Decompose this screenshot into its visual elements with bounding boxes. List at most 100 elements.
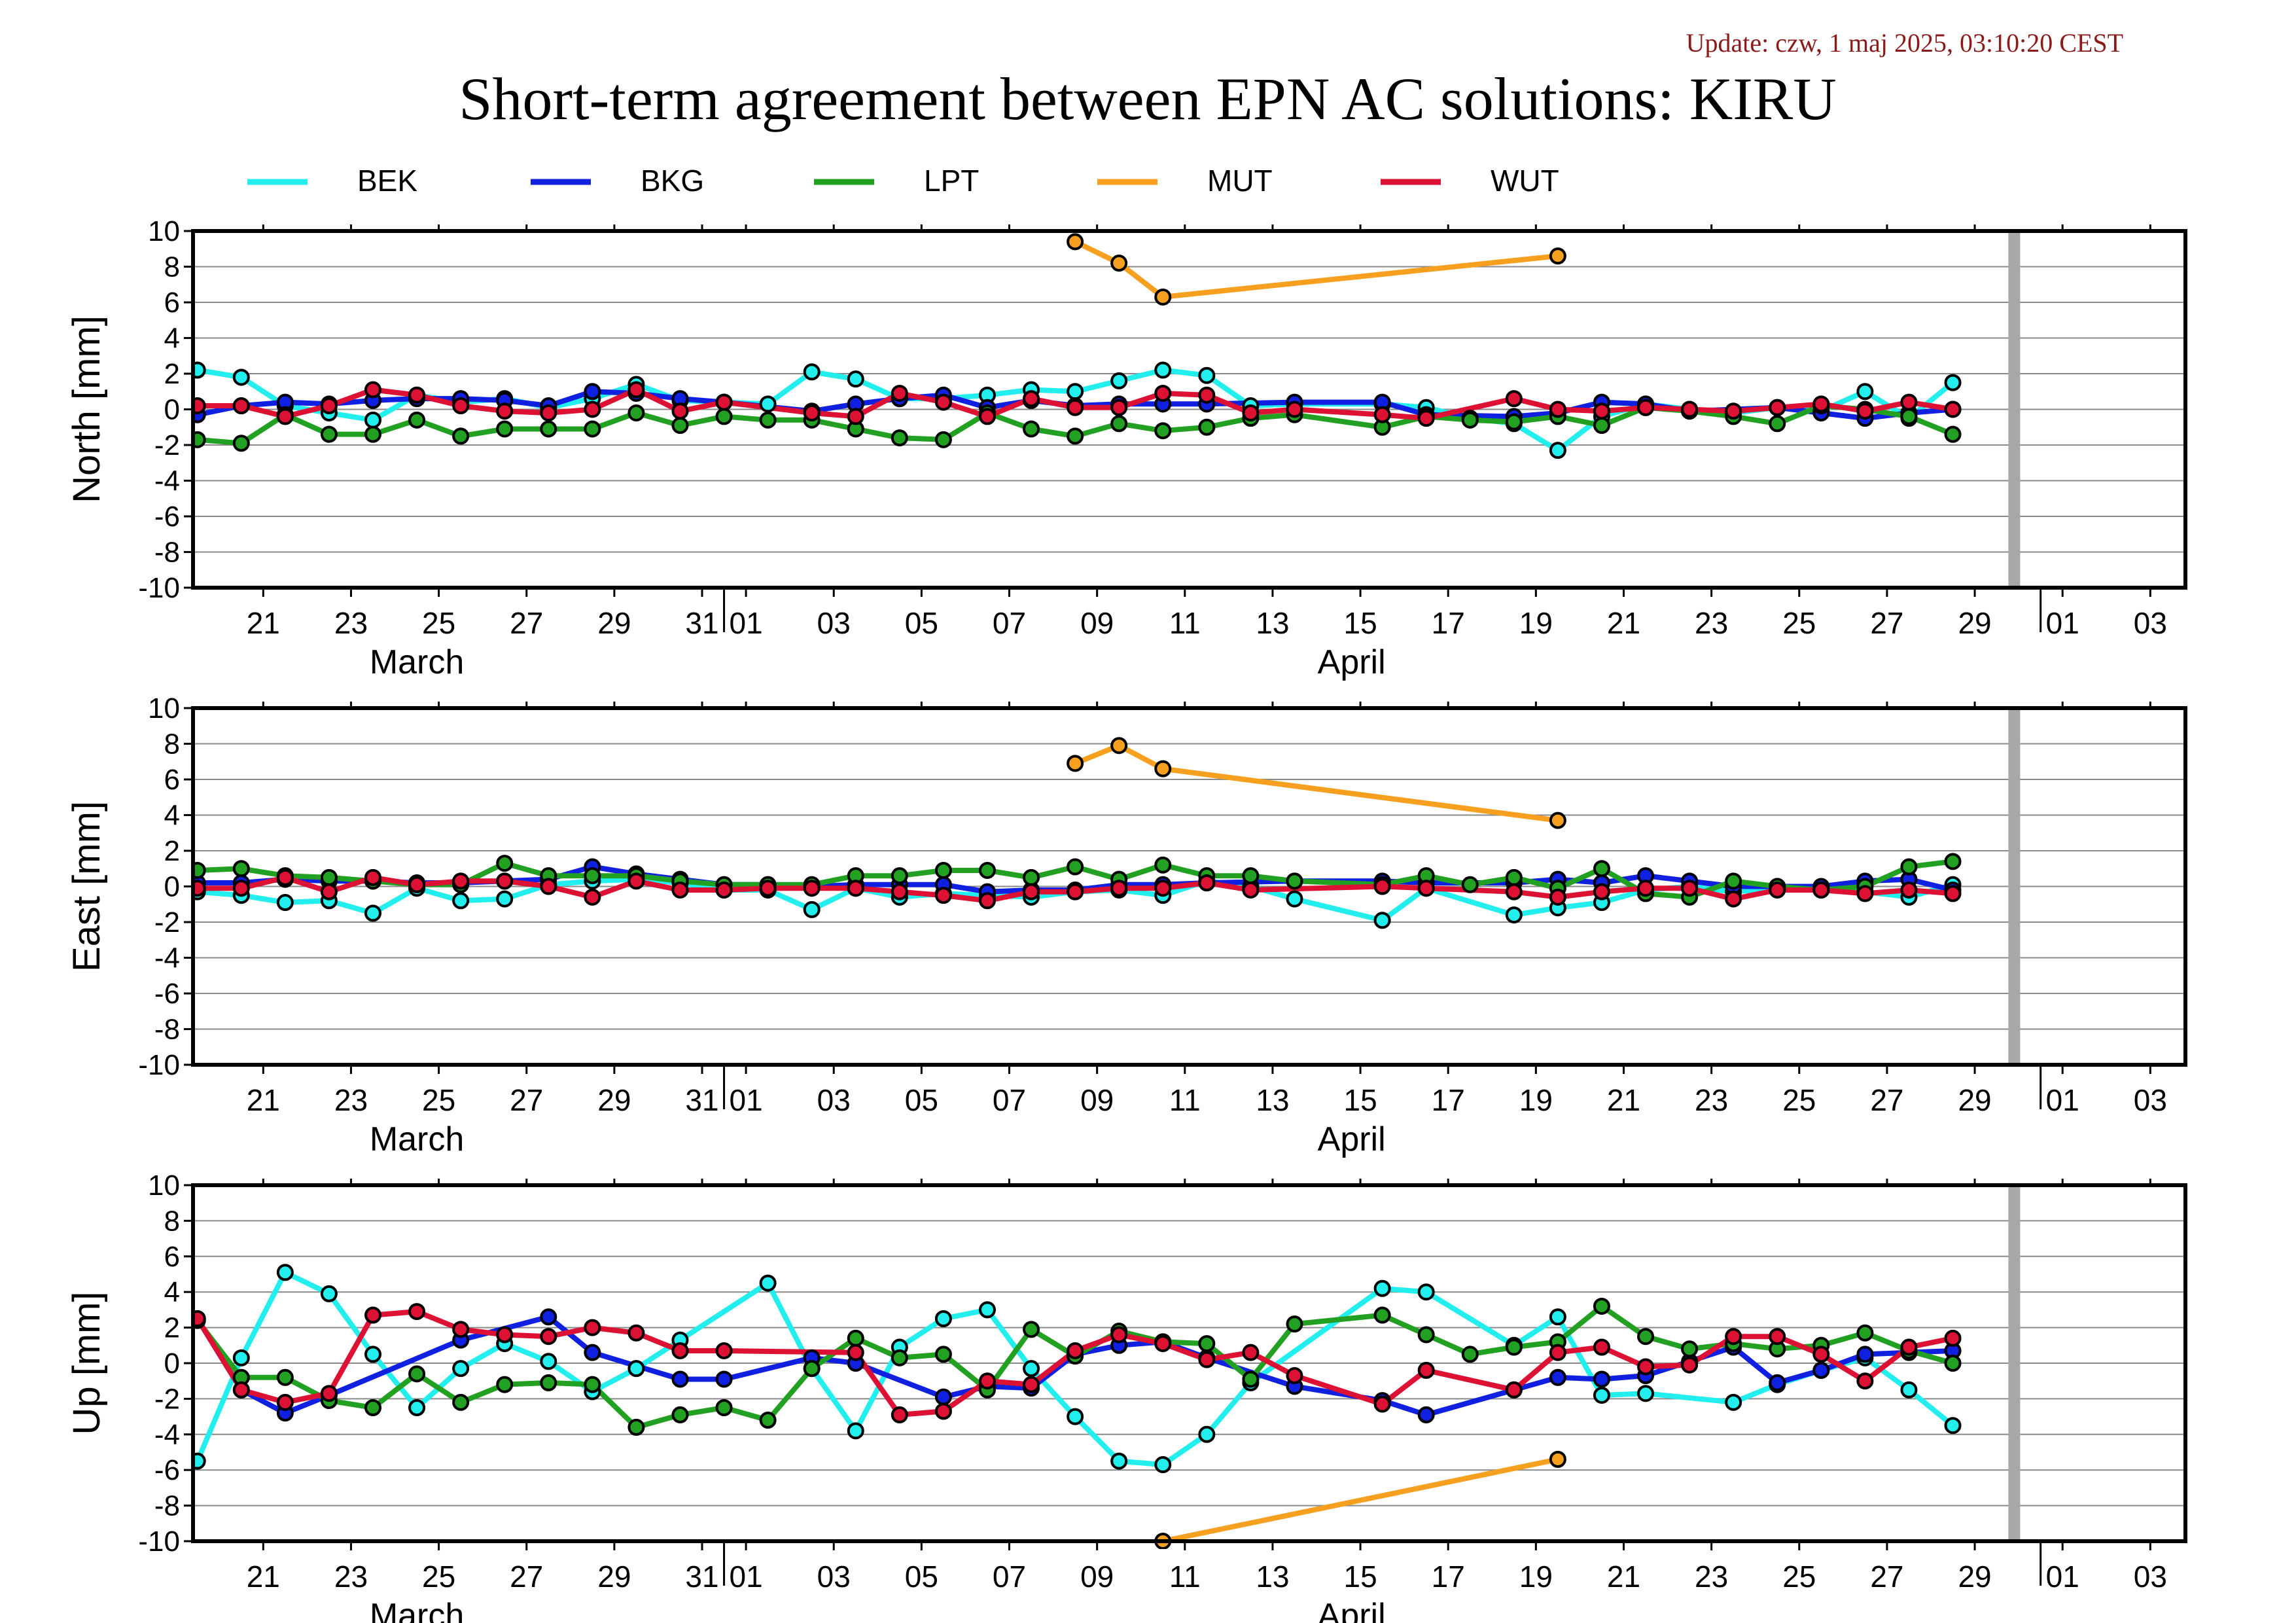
data-point-bkg [584, 383, 601, 401]
plot-frame [191, 229, 2187, 590]
data-point-bek [193, 1452, 206, 1470]
data-point-lpt [715, 1399, 733, 1416]
x-tick-label: 13 [1256, 606, 1289, 640]
data-point-bek [452, 1360, 470, 1378]
data-point-wut [1110, 880, 1128, 897]
data-point-bek [847, 370, 864, 388]
data-point-wut [1067, 399, 1084, 416]
x-tick-label: 27 [510, 1083, 543, 1117]
data-point-bek [1944, 1417, 1962, 1435]
month-label: March [370, 643, 464, 681]
data-point-wut [1242, 1344, 1260, 1361]
legend: BEK BKG LPT MUT WUT [247, 164, 1559, 198]
y-tick-label: -4 [154, 942, 180, 974]
data-point-bek [847, 1422, 864, 1440]
data-point-lpt [1769, 415, 1786, 433]
y-tick-label: -8 [154, 537, 180, 569]
x-tick-label: 13 [1256, 1560, 1289, 1594]
x-tick-label: 25 [422, 1083, 455, 1117]
x-tick-label: 11 [1169, 606, 1201, 640]
x-tick-label: 27 [1870, 606, 1903, 640]
data-point-bek [1505, 906, 1523, 924]
x-tick-label: 19 [1519, 1083, 1553, 1117]
y-tick-label: 0 [164, 1347, 180, 1380]
data-point-wut [496, 872, 514, 890]
data-point-bek [1637, 1385, 1655, 1402]
data-point-bek [627, 1360, 645, 1378]
data-point-bek [540, 1353, 557, 1370]
x-tick-label: 01 [730, 606, 763, 640]
x-tick-label: 03 [2134, 1083, 2167, 1117]
data-point-wut [276, 868, 294, 886]
data-point-lpt [627, 1418, 645, 1436]
data-point-mut [1110, 255, 1128, 272]
data-point-bek [978, 1301, 996, 1319]
data-point-wut [803, 404, 821, 421]
data-point-bek [803, 901, 821, 918]
x-tick-label: 27 [1870, 1560, 1903, 1594]
data-point-bek [1549, 1308, 1566, 1326]
data-point-lpt [759, 1412, 777, 1429]
x-tick-label: 01 [730, 1083, 763, 1117]
x-tick-label: 01 [2046, 1560, 2079, 1594]
data-point-lpt [715, 408, 733, 425]
data-point-bek [1856, 383, 1874, 401]
data-point-mut [1154, 288, 1172, 306]
data-point-bek [1900, 1381, 1918, 1399]
data-point-lpt [452, 427, 470, 445]
y-tick-label: 4 [164, 1276, 180, 1308]
data-point-lpt [1154, 856, 1172, 874]
data-point-bek [803, 363, 821, 381]
plot-frame [191, 706, 2187, 1067]
y-tick-label: -2 [154, 429, 180, 461]
y-tick-label: -10 [138, 1049, 180, 1081]
data-point-wut [1944, 401, 1962, 418]
data-point-wut [1856, 1372, 1874, 1390]
data-point-lpt [1286, 872, 1303, 890]
data-point-wut [715, 393, 733, 411]
data-point-lpt [320, 868, 338, 886]
data-point-wut [1154, 1335, 1172, 1353]
today-marker [2008, 708, 2021, 1065]
data-point-bek [364, 1346, 381, 1363]
data-point-lpt [891, 867, 908, 885]
data-point-lpt [1198, 418, 1216, 436]
data-point-wut [803, 880, 821, 897]
data-point-lpt [1242, 867, 1260, 885]
data-point-wut [934, 1402, 952, 1420]
data-point-lpt [803, 1360, 821, 1378]
x-tick-label: 31 [685, 606, 718, 640]
today-marker [2008, 231, 2021, 588]
data-point-lpt [496, 1376, 514, 1393]
data-point-wut [584, 888, 601, 906]
data-point-wut [1373, 1395, 1391, 1413]
y-tick-label: 8 [164, 728, 180, 760]
data-point-wut [715, 1342, 733, 1359]
data-point-bkg [584, 1344, 601, 1361]
series-line-mut [1074, 239, 1559, 300]
data-point-wut [540, 1328, 557, 1346]
data-point-wut [1593, 1338, 1610, 1356]
legend-label-bek: BEK [357, 164, 417, 198]
data-point-lpt [584, 420, 601, 438]
data-point-wut [1154, 384, 1172, 402]
data-point-wut [1593, 402, 1610, 420]
data-point-wut [627, 1324, 645, 1342]
y-tick-label: -2 [154, 1383, 180, 1415]
data-point-bek [759, 395, 777, 413]
data-point-wut [671, 1342, 689, 1359]
month-label: April [1318, 1120, 1386, 1158]
data-point-wut [1725, 890, 1742, 908]
data-point-lpt [408, 411, 426, 429]
data-point-lpt [978, 861, 996, 879]
y-tick-label: -6 [154, 501, 180, 533]
data-point-lpt [496, 420, 514, 438]
data-point-bek [1725, 1393, 1742, 1411]
x-tick-label: 21 [247, 1560, 280, 1594]
x-tick-label: 15 [1343, 1560, 1377, 1594]
x-tick-label: 07 [993, 606, 1026, 640]
data-point-lpt [891, 1349, 908, 1366]
data-point-wut [1900, 1338, 1918, 1356]
x-tick-label: 11 [1169, 1083, 1201, 1117]
panel-up: 108 64 20-2 -4-6 -8-10 Up [mm] 21 23 25 27 29 31 01 0… [65, 1169, 2187, 1623]
